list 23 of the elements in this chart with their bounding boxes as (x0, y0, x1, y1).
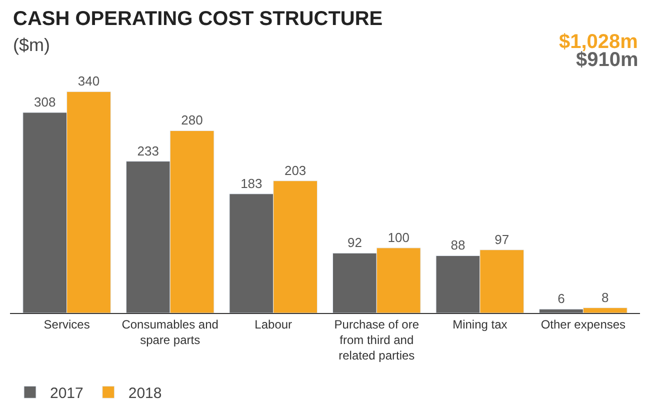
x-tick-label: Purchase of ore from third and related parties (334, 317, 420, 363)
data-label: 97 (494, 232, 510, 247)
data-label: 233 (137, 143, 159, 158)
x-tick-label: Mining tax (452, 317, 508, 332)
data-label: 92 (347, 235, 362, 250)
data-label: 203 (284, 162, 306, 178)
x-tick-label: Consumables and spare parts (122, 317, 218, 347)
data-label: 183 (240, 176, 262, 191)
data-label: 8 (602, 290, 609, 305)
legend-label: 2017 (50, 385, 84, 402)
data-label: 100 (388, 230, 410, 245)
chart-title: CASH OPERATING COST STRUCTURE (13, 8, 383, 30)
data-label: 280 (181, 112, 203, 128)
x-tick-label: Other expenses (540, 317, 626, 332)
x-tick-label: Services (44, 317, 90, 332)
text: $1,028m (559, 31, 638, 53)
x-tick-label: Labour (254, 317, 292, 332)
legend-label: 2018 (128, 385, 162, 402)
data-label: 6 (558, 291, 565, 306)
data-label: 340 (78, 74, 100, 89)
chart-subtitle: ($m) (13, 35, 50, 56)
data-label: 308 (34, 94, 56, 110)
data-label: 88 (450, 238, 466, 253)
